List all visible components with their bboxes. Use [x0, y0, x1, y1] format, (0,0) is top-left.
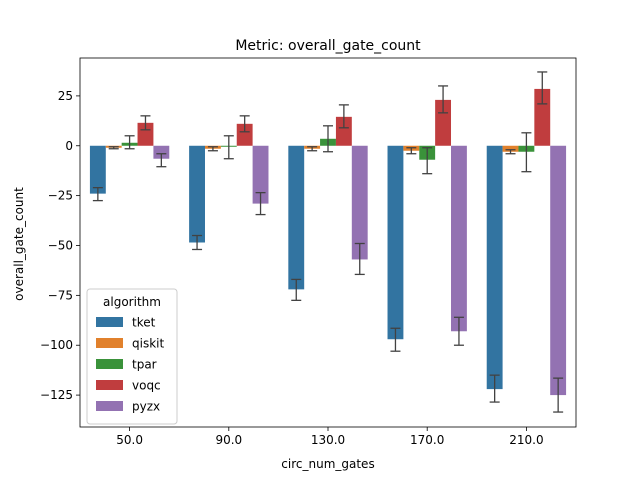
bar-pyzx-130.0 [351, 145, 368, 260]
bar-tket-170.0 [387, 145, 404, 340]
axes-layer: 25 0 −25 −50 −75 −100 −125 50.0 90.0 130.0 170.0 21… [40, 57, 577, 447]
errorbar-pyzx-210.0 [553, 377, 564, 413]
legend-label-tket: tket [132, 316, 156, 330]
legend-swatch-voqc [96, 380, 123, 390]
errorbar-qiskit-90.0 [207, 146, 218, 152]
x-tick-label: 90.0 [215, 433, 242, 447]
errorbar-tket-90.0 [192, 234, 203, 251]
bar-voqc-90.0 [236, 123, 253, 146]
errorbar-pyzx-170.0 [453, 316, 464, 346]
y-tick-label: −25 [48, 189, 73, 203]
x-tick-label: 50.0 [116, 433, 143, 447]
bar-qiskit-210.0 [502, 145, 519, 152]
errorbar-voqc-90.0 [239, 115, 250, 133]
y-axis-label: overall_gate_count [12, 187, 26, 301]
legend-title: algorithm [103, 295, 161, 309]
errorbar-pyzx-90.0 [255, 191, 266, 216]
bar-tket-90.0 [189, 145, 205, 243]
y-tick-label: −50 [48, 238, 73, 252]
chart-title: Metric: overall_gate_count [235, 38, 421, 54]
errorbar-tket-210.0 [489, 374, 500, 403]
legend-swatch-tket [96, 317, 123, 327]
errorbar-tpar-210.0 [521, 132, 532, 173]
errorbars-layer [92, 71, 564, 413]
errorbar-tket-170.0 [390, 327, 401, 352]
errorbar-qiskit-130.0 [307, 146, 318, 152]
bar-tket-210.0 [486, 145, 503, 390]
errorbar-voqc-170.0 [438, 85, 449, 114]
errorbar-qiskit-170.0 [406, 147, 417, 155]
legend-label-pyzx: pyzx [132, 400, 160, 414]
y-tick-label: −75 [48, 288, 73, 302]
errorbar-voqc-130.0 [338, 104, 349, 129]
legend-swatch-tpar [96, 359, 123, 369]
bar-voqc-50.0 [137, 122, 154, 146]
bar-voqc-210.0 [534, 88, 551, 146]
bar-pyzx-170.0 [451, 145, 467, 332]
errorbar-qiskit-210.0 [505, 149, 516, 155]
bar-voqc-170.0 [435, 99, 452, 146]
errorbar-voqc-50.0 [140, 115, 151, 131]
legend-swatch-qiskit [96, 338, 123, 348]
y-tick-label: 25 [58, 89, 73, 103]
y-tick-label: 0 [65, 139, 73, 153]
errorbar-tpar-90.0 [223, 135, 234, 160]
bar-tket-130.0 [288, 145, 305, 290]
legend-swatch-pyzx [96, 401, 123, 411]
errorbar-voqc-210.0 [537, 71, 548, 105]
y-tick-label: −100 [40, 338, 73, 352]
y-tick-label: −125 [40, 388, 73, 402]
errorbar-qiskit-50.0 [108, 146, 119, 150]
errorbar-tket-130.0 [291, 278, 302, 301]
legend-label-tpar: tpar [132, 358, 157, 372]
legend-label-voqc: voqc [132, 379, 161, 393]
bar-voqc-130.0 [335, 116, 352, 146]
bar-pyzx-90.0 [252, 145, 269, 204]
errorbar-tpar-130.0 [323, 125, 333, 153]
bar-pyzx-210.0 [550, 145, 567, 396]
x-tick-label: 170.0 [410, 433, 444, 447]
errorbar-pyzx-50.0 [156, 153, 167, 168]
x-axis-label: circ_num_gates [281, 457, 374, 471]
bar-tket-50.0 [89, 145, 106, 194]
legend-label-qiskit: qiskit [132, 337, 164, 351]
x-tick-label: 210.0 [509, 433, 543, 447]
errorbar-tket-50.0 [92, 186, 103, 202]
errorbar-tpar-170.0 [422, 147, 433, 175]
legend: algorithm tket qiskit tpar voqc pyzx [86, 288, 178, 425]
bar-pyzx-50.0 [153, 145, 170, 159]
errorbar-tpar-50.0 [124, 135, 135, 150]
x-tick-label: 130.0 [311, 433, 345, 447]
errorbar-pyzx-130.0 [354, 242, 365, 276]
